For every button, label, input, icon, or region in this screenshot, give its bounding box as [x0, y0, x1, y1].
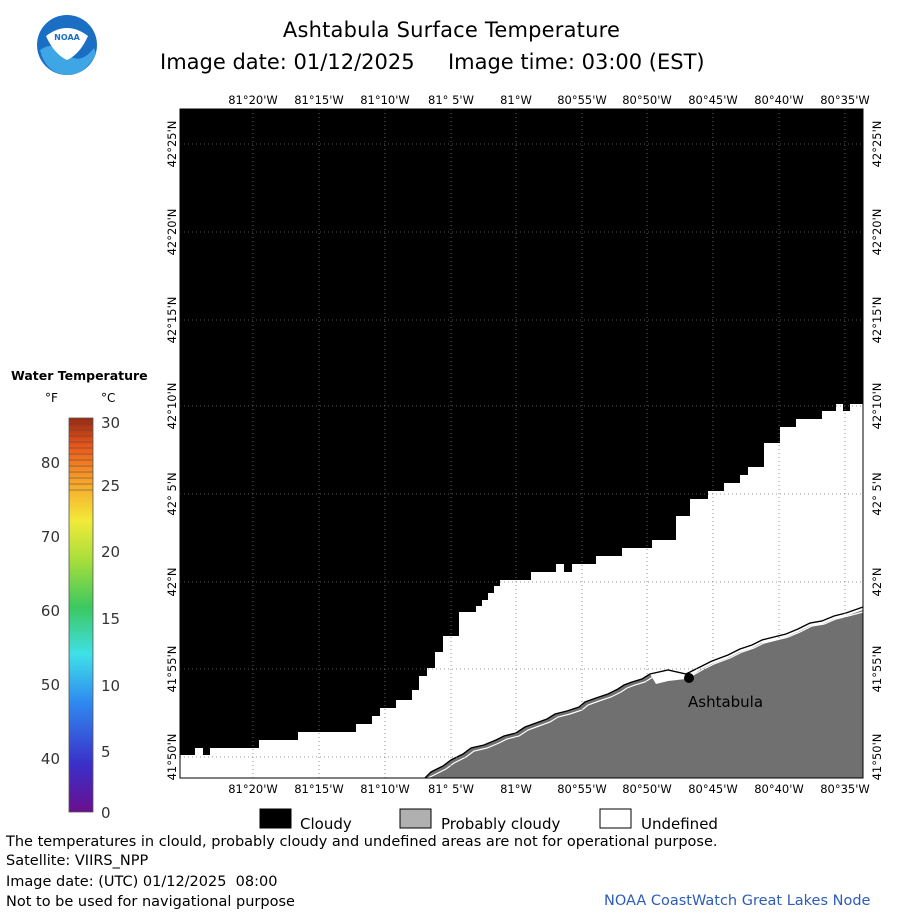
lon-label: 81°15'W	[294, 93, 344, 107]
footer-utc-date: Image date: (UTC) 01/12/2025 08:00	[6, 874, 278, 890]
lon-label: 81°W	[500, 782, 532, 796]
logo-text: NOAA	[54, 33, 80, 42]
f-tick: 70	[41, 528, 60, 546]
color-bar-ticks	[69, 423, 93, 491]
lon-label: 81°W	[500, 93, 532, 107]
c-tick: 15	[101, 610, 120, 628]
c-tick: 25	[101, 477, 120, 495]
lon-labels-top: 81°20'W 81°15'W 81°10'W 81° 5'W 81°W 80°…	[228, 93, 870, 107]
lon-label: 80°50'W	[622, 782, 672, 796]
key-probably-cloudy-label: Probably cloudy	[441, 815, 560, 833]
lat-label: 42° 5'N	[165, 472, 179, 515]
lat-label: 41°50'N	[165, 734, 179, 781]
page-title: Ashtabula Surface Temperature	[282, 18, 621, 42]
city-marker	[684, 673, 694, 683]
f-tick-labels: 80 70 60 50 40	[41, 454, 60, 768]
lat-label: 42°15'N	[870, 297, 884, 344]
noaa-logo: NOAA	[37, 15, 97, 76]
lat-label: 42°N	[165, 568, 179, 597]
unit-fahrenheit: °F	[45, 391, 58, 405]
lon-label: 80°55'W	[557, 93, 607, 107]
lon-label: 80°40'W	[754, 93, 804, 107]
lon-label: 81°20'W	[228, 93, 278, 107]
c-tick-labels: 30 25 20 15 10 5 0	[101, 414, 120, 822]
lat-label: 42°10'N	[870, 383, 884, 430]
lon-label: 81°20'W	[228, 782, 278, 796]
lon-label: 80°35'W	[820, 93, 870, 107]
lon-label: 80°45'W	[688, 782, 738, 796]
lat-label: 42°N	[870, 568, 884, 597]
cloud-region	[180, 109, 863, 755]
c-tick: 10	[101, 677, 120, 695]
lat-label: 42° 5'N	[870, 472, 884, 515]
c-tick: 5	[101, 743, 111, 761]
f-tick: 50	[41, 676, 60, 694]
lat-label: 42°25'N	[165, 121, 179, 168]
credit-link[interactable]: NOAA CoastWatch Great Lakes Node	[604, 893, 871, 909]
key-undefined-swatch	[599, 808, 632, 829]
lat-label: 42°20'N	[870, 209, 884, 256]
lat-label: 42°15'N	[165, 297, 179, 344]
legend-title: Water Temperature	[11, 368, 148, 383]
coastline-inner	[427, 611, 864, 779]
city-label: Ashtabula	[688, 693, 763, 711]
key-cloudy-label: Cloudy	[300, 815, 352, 833]
lat-labels-right: 42°25'N 42°20'N 42°15'N 42°10'N 42° 5'N …	[870, 121, 884, 781]
lon-label: 81°10'W	[360, 93, 410, 107]
lat-labels-left: 42°25'N 42°20'N 42°15'N 42°10'N 42° 5'N …	[165, 121, 179, 781]
lon-label: 80°40'W	[754, 782, 804, 796]
lon-label: 80°35'W	[820, 782, 870, 796]
coastline	[424, 606, 864, 779]
lat-label: 41°55'N	[870, 646, 884, 693]
key-probably-cloudy-swatch	[399, 808, 432, 829]
lon-label: 81° 5'W	[428, 782, 474, 796]
color-bar	[68, 417, 94, 813]
map-frame	[179, 108, 864, 779]
lon-label: 80°50'W	[622, 93, 672, 107]
lat-label: 42°25'N	[870, 121, 884, 168]
c-tick: 0	[101, 804, 111, 822]
footer-satellite: Satellite: VIIRS_NPP	[6, 853, 149, 869]
key-cloudy-swatch	[259, 808, 292, 829]
key-undefined-label: Undefined	[641, 815, 718, 833]
f-tick: 80	[41, 454, 60, 472]
lon-label: 81°15'W	[294, 782, 344, 796]
lon-label: 81° 5'W	[428, 93, 474, 107]
lon-labels-bottom: 81°20'W 81°15'W 81°10'W 81° 5'W 81°W 80°…	[228, 782, 870, 796]
footer-nav-warning: Not to be used for navigational purpose	[6, 894, 295, 910]
lon-label: 80°45'W	[688, 93, 738, 107]
c-tick: 20	[101, 543, 120, 561]
lat-label: 41°50'N	[870, 734, 884, 781]
f-tick: 60	[41, 602, 60, 620]
lat-label: 42°10'N	[165, 383, 179, 430]
lon-label: 81°10'W	[360, 782, 410, 796]
unit-celsius: °C	[101, 391, 115, 405]
c-tick: 30	[101, 414, 120, 432]
f-tick: 40	[41, 750, 60, 768]
lat-label: 41°55'N	[165, 646, 179, 693]
lat-label: 42°20'N	[165, 209, 179, 256]
image-date-time: Image date: 01/12/2025 Image time: 03:00…	[160, 50, 705, 74]
land-area	[425, 610, 863, 778]
footer-note: The temperatures in clould, probably clo…	[6, 834, 718, 850]
lon-label: 80°55'W	[557, 782, 607, 796]
